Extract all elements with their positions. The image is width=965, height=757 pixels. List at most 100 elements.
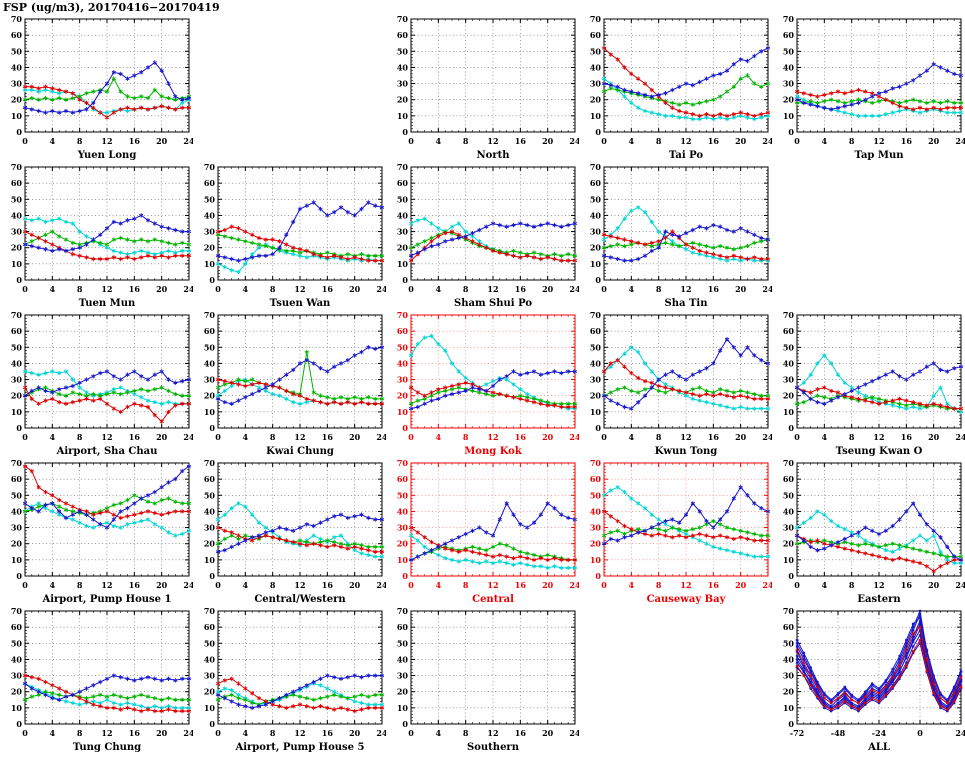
- x-tick-label: 4: [822, 432, 828, 442]
- x-tick-label: 0: [215, 432, 221, 442]
- y-tick-label: 40: [11, 210, 23, 220]
- y-tick-label: 50: [204, 490, 216, 500]
- x-tick-label: 12: [680, 136, 691, 146]
- x-tick-label: 8: [656, 432, 662, 442]
- y-tick-label: 70: [397, 162, 409, 172]
- chart-title: Kwai Chung: [266, 446, 334, 457]
- y-tick-label: 50: [590, 490, 602, 500]
- y-tick-label: 20: [397, 243, 409, 253]
- y-tick-label: 40: [590, 358, 602, 368]
- y-tick-label: 60: [783, 326, 795, 336]
- page-title: FSP (ug/m3), 20170416−20170419: [3, 1, 220, 14]
- x-tick-label: 0: [22, 284, 28, 294]
- x-tick-label: 12: [487, 580, 498, 590]
- x-tick-label: 8: [656, 136, 662, 146]
- y-tick-label: 40: [590, 210, 602, 220]
- x-tick-label: 4: [822, 580, 828, 590]
- y-tick-label: 20: [11, 243, 23, 253]
- chart-title: Tai Po: [669, 150, 703, 161]
- chart-svg: 0 10 20 30 40 50 60 70 0 4 8 12 16 20 24 Sham Shui Po: [397, 162, 581, 309]
- y-tick-label: 60: [11, 326, 23, 336]
- x-tick-label: 24: [183, 136, 193, 146]
- x-tick-label: 16: [515, 432, 527, 442]
- chart-tap-mun: 0 10 20 30 40 50 60 70 0 4 8 12 16 20 24 Tap Mun: [772, 13, 965, 161]
- y-tick-label: 20: [204, 391, 216, 401]
- y-tick-label: 40: [397, 358, 409, 368]
- chart-title: Southern: [467, 742, 520, 753]
- chart-title: Eastern: [857, 594, 901, 605]
- chart-svg: 0 10 20 30 40 50 60 70 0 4 8 12 16 20 24 Central: [397, 458, 581, 605]
- y-tick-label: 60: [590, 326, 602, 336]
- x-tick-label: 24: [762, 136, 772, 146]
- x-tick-label: 24: [955, 136, 965, 146]
- chart-causeway-bay: 0 10 20 30 40 50 60 70 0 4 8 12 16 20 24 Causeway Bay: [579, 457, 774, 605]
- x-tick-label: 20: [349, 580, 361, 590]
- y-tick-label: 60: [783, 622, 795, 632]
- chart-title: North: [477, 150, 511, 161]
- chart-sha-tin: 0 10 20 30 40 50 60 70 0 4 8 12 16 20 24 Sha Tin: [579, 161, 774, 309]
- y-tick-label: 70: [397, 606, 409, 616]
- y-tick-label: 0: [402, 571, 408, 581]
- y-tick-label: 70: [590, 162, 602, 172]
- x-tick-label: 16: [708, 284, 720, 294]
- x-tick-label: 0: [408, 284, 414, 294]
- x-tick-label: 4: [243, 580, 249, 590]
- x-tick-label: 24: [376, 728, 386, 738]
- x-tick-label: 12: [101, 432, 112, 442]
- x-tick-label: 8: [77, 580, 83, 590]
- x-tick-label: 16: [129, 284, 141, 294]
- x-tick-label: 24: [183, 284, 193, 294]
- chart-svg: 0 10 20 30 40 50 60 70 -72 -48 -24 0 24 ALL: [783, 606, 965, 753]
- x-tick-label: 8: [849, 136, 855, 146]
- x-tick-label: 12: [487, 136, 498, 146]
- x-tick-label: 16: [515, 284, 527, 294]
- chart-svg: 0 10 20 30 40 50 60 70 0 4 8 12 16 20 24 Eastern: [783, 458, 965, 605]
- y-tick-label: 50: [397, 342, 409, 352]
- x-tick-label: 4: [629, 136, 635, 146]
- x-tick-label: 0: [917, 728, 923, 738]
- x-tick-label: 20: [735, 284, 747, 294]
- y-tick-label: 60: [397, 178, 409, 188]
- y-tick-label: 10: [590, 407, 602, 417]
- x-tick-label: 4: [436, 432, 442, 442]
- y-tick-label: 10: [590, 259, 602, 269]
- x-tick-label: 20: [156, 432, 168, 442]
- x-tick-label: 24: [955, 580, 965, 590]
- x-tick-label: 4: [50, 136, 56, 146]
- y-tick-label: 60: [204, 178, 216, 188]
- chart-title: Causeway Bay: [647, 594, 727, 605]
- x-tick-label: 16: [515, 580, 527, 590]
- x-tick-label: 0: [601, 136, 607, 146]
- y-tick-label: 70: [397, 458, 409, 468]
- chart-mong-kok: 0 10 20 30 40 50 60 70 0 4 8 12 16 20 24 Mong Kok: [386, 309, 581, 457]
- x-tick-label: 12: [873, 432, 884, 442]
- y-tick-label: 70: [783, 606, 795, 616]
- y-tick-label: 30: [397, 227, 409, 237]
- y-tick-label: 10: [11, 703, 23, 713]
- y-tick-label: 10: [204, 703, 216, 713]
- y-tick-label: 70: [11, 606, 23, 616]
- y-tick-label: 20: [397, 539, 409, 549]
- y-tick-label: 50: [783, 490, 795, 500]
- y-tick-label: 0: [402, 423, 408, 433]
- y-tick-label: 20: [11, 391, 23, 401]
- y-tick-label: 40: [11, 62, 23, 72]
- chart-tsuen-wan: 0 10 20 30 40 50 60 70 0 4 8 12 16 20 24 Tsuen Wan: [193, 161, 388, 309]
- chart-central-western: 0 10 20 30 40 50 60 70 0 4 8 12 16 20 24 Central/Wester…: [193, 457, 388, 605]
- x-tick-label: 16: [901, 432, 913, 442]
- y-tick-label: 70: [11, 162, 23, 172]
- y-tick-label: 20: [204, 687, 216, 697]
- y-tick-label: 10: [397, 555, 409, 565]
- y-tick-label: 30: [397, 79, 409, 89]
- y-tick-label: 0: [16, 423, 22, 433]
- x-tick-label: 16: [901, 136, 913, 146]
- x-tick-label: 0: [601, 284, 607, 294]
- chart-central: 0 10 20 30 40 50 60 70 0 4 8 12 16 20 24 Central: [386, 457, 581, 605]
- y-tick-label: 10: [397, 111, 409, 121]
- y-tick-label: 30: [590, 79, 602, 89]
- y-tick-label: 50: [204, 638, 216, 648]
- x-tick-label: 20: [542, 728, 554, 738]
- x-tick-label: 20: [928, 432, 940, 442]
- y-tick-label: 30: [204, 671, 216, 681]
- y-tick-label: 30: [397, 671, 409, 681]
